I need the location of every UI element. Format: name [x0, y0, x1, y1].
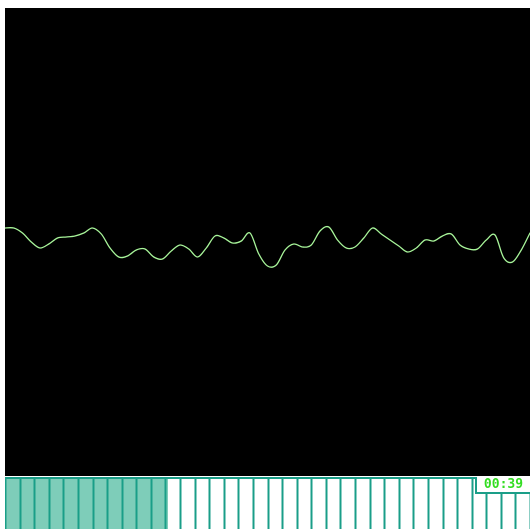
signal-trace — [5, 225, 530, 268]
elapsed-time-display: 00:39 — [475, 477, 530, 494]
waveform-display — [5, 8, 530, 476]
progress-filled-region — [5, 477, 168, 529]
elapsed-time-text: 00:39 — [483, 477, 524, 492]
progress-segments — [5, 477, 530, 529]
screen-background — [5, 8, 530, 476]
waveform-canvas — [5, 8, 530, 476]
playback-progress-bar[interactable] — [5, 477, 530, 529]
